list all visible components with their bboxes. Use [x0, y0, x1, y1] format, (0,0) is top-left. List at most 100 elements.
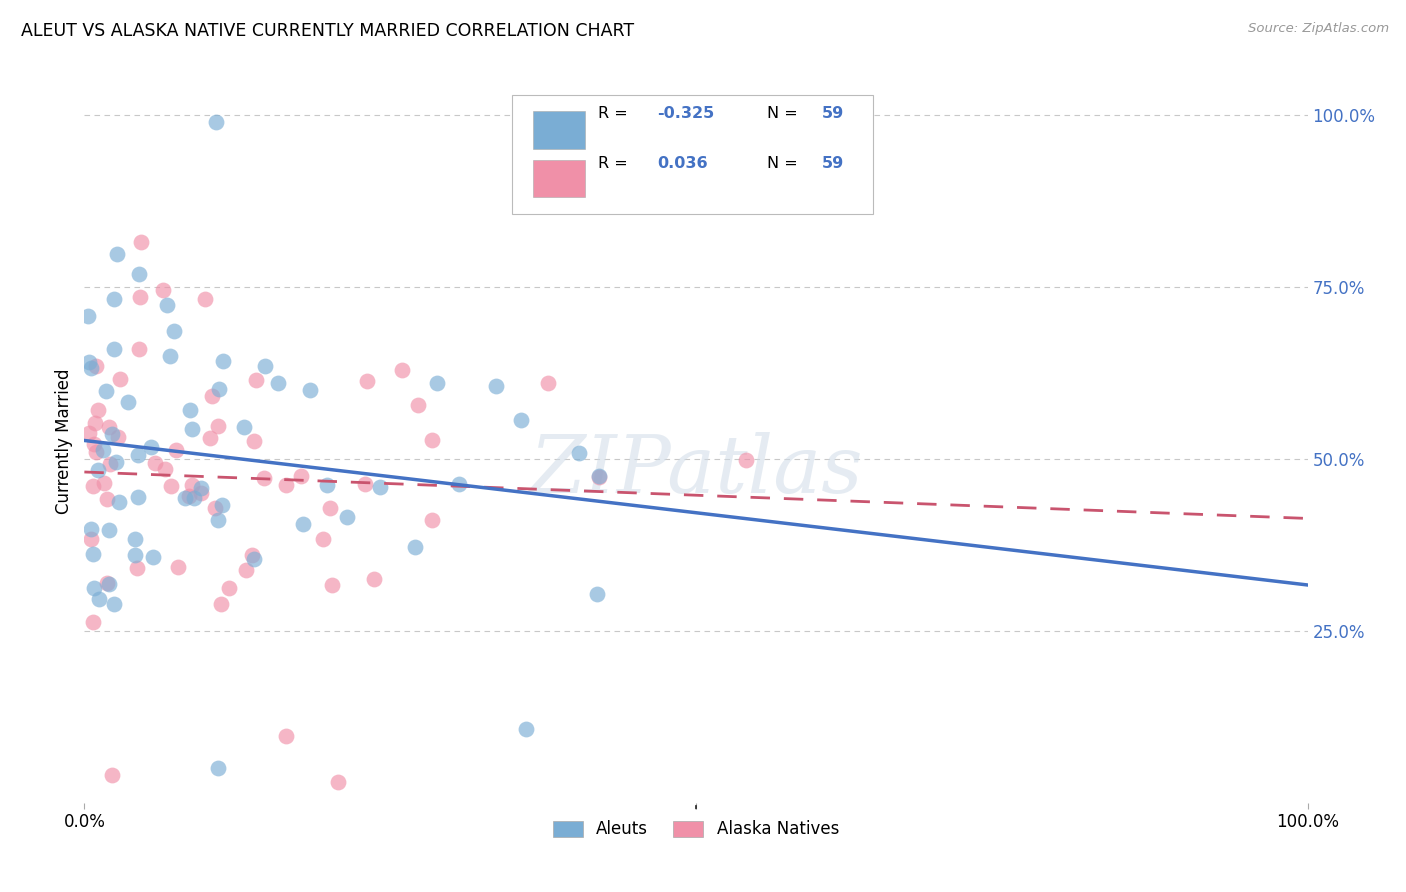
- Point: [82, 479, 104, 493]
- Text: R =: R =: [598, 156, 628, 171]
- Point: [211, 498, 233, 512]
- Point: [212, 353, 235, 368]
- Point: [312, 532, 335, 546]
- Point: [143, 456, 166, 470]
- Text: N =: N =: [766, 105, 797, 120]
- Point: [80, 532, 103, 546]
- Point: [194, 292, 217, 306]
- Point: [105, 246, 128, 260]
- Point: [404, 540, 426, 554]
- Point: [235, 563, 257, 577]
- Point: [509, 413, 531, 427]
- Point: [290, 468, 312, 483]
- Point: [100, 457, 122, 471]
- Point: [181, 422, 204, 436]
- Point: [156, 298, 179, 312]
- Point: [96, 576, 118, 591]
- Point: [87, 403, 110, 417]
- Point: [190, 486, 212, 500]
- Point: [103, 598, 125, 612]
- Point: [207, 419, 229, 434]
- Point: [218, 581, 240, 595]
- Point: [321, 578, 343, 592]
- Point: [159, 349, 181, 363]
- Point: [422, 513, 444, 527]
- Point: [77, 425, 100, 440]
- Point: [93, 442, 115, 457]
- Point: [336, 510, 359, 524]
- Point: [447, 477, 470, 491]
- Point: [242, 552, 264, 566]
- Text: 59: 59: [823, 156, 844, 171]
- Point: [129, 235, 152, 250]
- FancyBboxPatch shape: [513, 95, 873, 214]
- Point: [363, 572, 385, 586]
- Point: [98, 523, 121, 537]
- Point: [266, 376, 288, 391]
- Text: Source: ZipAtlas.com: Source: ZipAtlas.com: [1249, 22, 1389, 36]
- Point: [588, 468, 610, 483]
- Point: [181, 478, 204, 492]
- Point: [141, 440, 163, 454]
- Point: [198, 432, 221, 446]
- Point: [316, 478, 339, 492]
- Point: [87, 463, 110, 477]
- Text: N =: N =: [766, 156, 797, 171]
- Point: [734, 452, 756, 467]
- Point: [82, 548, 104, 562]
- Point: [299, 383, 322, 397]
- Point: [179, 489, 201, 503]
- Point: [292, 517, 315, 532]
- Point: [165, 442, 187, 457]
- Point: [98, 577, 121, 591]
- Point: [159, 479, 181, 493]
- Point: [201, 389, 224, 403]
- Point: [128, 290, 150, 304]
- Point: [173, 491, 195, 505]
- Text: R =: R =: [598, 105, 628, 120]
- Point: [103, 342, 125, 356]
- Point: [326, 775, 349, 789]
- Point: [536, 376, 558, 391]
- Point: [485, 379, 508, 393]
- Point: [105, 455, 128, 469]
- Point: [117, 394, 139, 409]
- Point: [96, 384, 118, 398]
- Point: [391, 363, 413, 377]
- Point: [98, 419, 121, 434]
- Point: [80, 361, 103, 376]
- Text: 0.036: 0.036: [657, 156, 707, 171]
- Point: [406, 399, 429, 413]
- Point: [124, 549, 146, 563]
- Point: [568, 445, 591, 459]
- Point: [84, 359, 107, 373]
- Point: [586, 586, 609, 600]
- Point: [242, 548, 264, 562]
- Point: [152, 283, 174, 297]
- Point: [101, 768, 124, 782]
- Text: ALEUT VS ALASKA NATIVE CURRENTLY MARRIED CORRELATION CHART: ALEUT VS ALASKA NATIVE CURRENTLY MARRIED…: [21, 22, 634, 40]
- Y-axis label: Currently Married: Currently Married: [55, 368, 73, 515]
- Point: [163, 324, 186, 338]
- FancyBboxPatch shape: [533, 112, 585, 149]
- Point: [84, 445, 107, 459]
- Point: [84, 416, 107, 430]
- Point: [96, 492, 118, 507]
- Point: [108, 372, 131, 386]
- Point: [80, 522, 103, 536]
- Point: [253, 471, 276, 485]
- Point: [83, 437, 105, 451]
- Point: [205, 114, 228, 128]
- Point: [274, 478, 297, 492]
- Point: [420, 433, 443, 447]
- Point: [515, 722, 537, 736]
- Point: [426, 376, 449, 390]
- Point: [127, 561, 149, 575]
- Point: [89, 591, 111, 606]
- Point: [207, 513, 229, 527]
- Point: [82, 615, 104, 630]
- Point: [103, 292, 125, 306]
- Text: ZIPatlas: ZIPatlas: [529, 432, 863, 509]
- Point: [153, 462, 176, 476]
- Point: [245, 373, 267, 387]
